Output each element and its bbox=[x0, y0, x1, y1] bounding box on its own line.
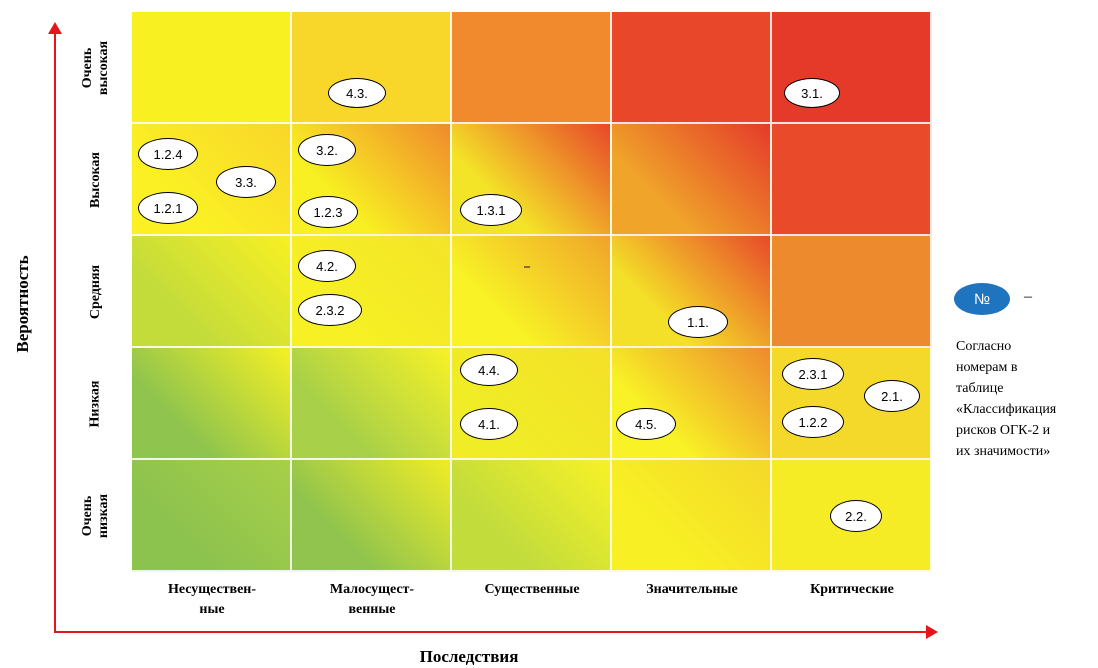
row-label: Очень низкая bbox=[66, 460, 126, 572]
matrix-cell bbox=[612, 348, 772, 460]
x-axis-arrow-icon bbox=[926, 625, 938, 639]
row-label-text: Очень высокая bbox=[79, 40, 111, 96]
risk-tag: 4.4. bbox=[460, 354, 518, 386]
row-label-text: Высокая bbox=[87, 152, 103, 208]
risk-tag: 1.2.4 bbox=[138, 138, 198, 170]
y-axis-title: Вероятность bbox=[13, 255, 32, 353]
x-axis-line bbox=[54, 631, 928, 633]
matrix-cell bbox=[772, 236, 932, 348]
row-label-text: Очень низкая bbox=[80, 493, 111, 539]
column-label: Критические bbox=[810, 582, 894, 597]
matrix-cell bbox=[612, 124, 772, 236]
risk-tag: 3.2. bbox=[298, 134, 356, 166]
y-axis-arrow-icon bbox=[48, 22, 62, 34]
risk-tag: 2.3.1 bbox=[782, 358, 844, 390]
column-label: Существенные bbox=[484, 582, 580, 597]
risk-tag: 4.1. bbox=[460, 408, 518, 440]
risk-tag: 1.2.2 bbox=[782, 406, 844, 438]
matrix-cell bbox=[452, 236, 612, 348]
risk-tag: 1.2.3 bbox=[298, 196, 358, 228]
matrix-cell bbox=[452, 460, 612, 572]
risk-tag: 3.3. bbox=[216, 166, 276, 198]
risk-tag: 4.5. bbox=[616, 408, 676, 440]
x-axis-title: Последствия bbox=[419, 647, 519, 666]
column-label: Несуществен- ные bbox=[167, 582, 257, 617]
matrix-cell bbox=[292, 460, 452, 572]
matrix-cell bbox=[292, 348, 452, 460]
matrix-cell bbox=[132, 236, 292, 348]
risk-tag: 1.3.1 bbox=[460, 194, 522, 226]
matrix-cell bbox=[132, 12, 292, 124]
row-label: Средняя bbox=[66, 236, 126, 348]
legend-text: Согласно номерам в таблице «Классификаци… bbox=[956, 339, 1057, 459]
matrix-cell bbox=[452, 12, 612, 124]
matrix-cell bbox=[612, 460, 772, 572]
risk-tag: 1.2.1 bbox=[138, 192, 198, 224]
stray-mark bbox=[524, 266, 530, 268]
matrix-cell bbox=[292, 12, 452, 124]
row-label-text: Средняя bbox=[87, 264, 103, 320]
matrix-cell bbox=[772, 12, 932, 124]
y-axis-line bbox=[54, 28, 56, 632]
row-label: Высокая bbox=[66, 124, 126, 236]
matrix-cell bbox=[612, 12, 772, 124]
risk-tag: 1.1. bbox=[668, 306, 728, 338]
legend-number-badge: № bbox=[954, 283, 1010, 315]
risk-tag: 4.3. bbox=[328, 78, 386, 108]
risk-tag: 4.2. bbox=[298, 250, 356, 282]
matrix-cell bbox=[132, 460, 292, 572]
matrix-cell bbox=[772, 124, 932, 236]
risk-tag: 2.2. bbox=[830, 500, 882, 532]
column-label: Значительные bbox=[646, 582, 738, 597]
risk-tag: 2.1. bbox=[864, 380, 920, 412]
legend-dash: – bbox=[1024, 288, 1032, 305]
risk-tag: 3.1. bbox=[784, 78, 840, 108]
column-label: Малосущест- венные bbox=[329, 582, 415, 617]
row-label: Низкая bbox=[66, 348, 126, 460]
matrix-cell bbox=[132, 348, 292, 460]
row-label: Очень высокая bbox=[66, 12, 126, 124]
row-label-text: Низкая bbox=[87, 380, 103, 428]
risk-tag: 2.3.2 bbox=[298, 294, 362, 326]
